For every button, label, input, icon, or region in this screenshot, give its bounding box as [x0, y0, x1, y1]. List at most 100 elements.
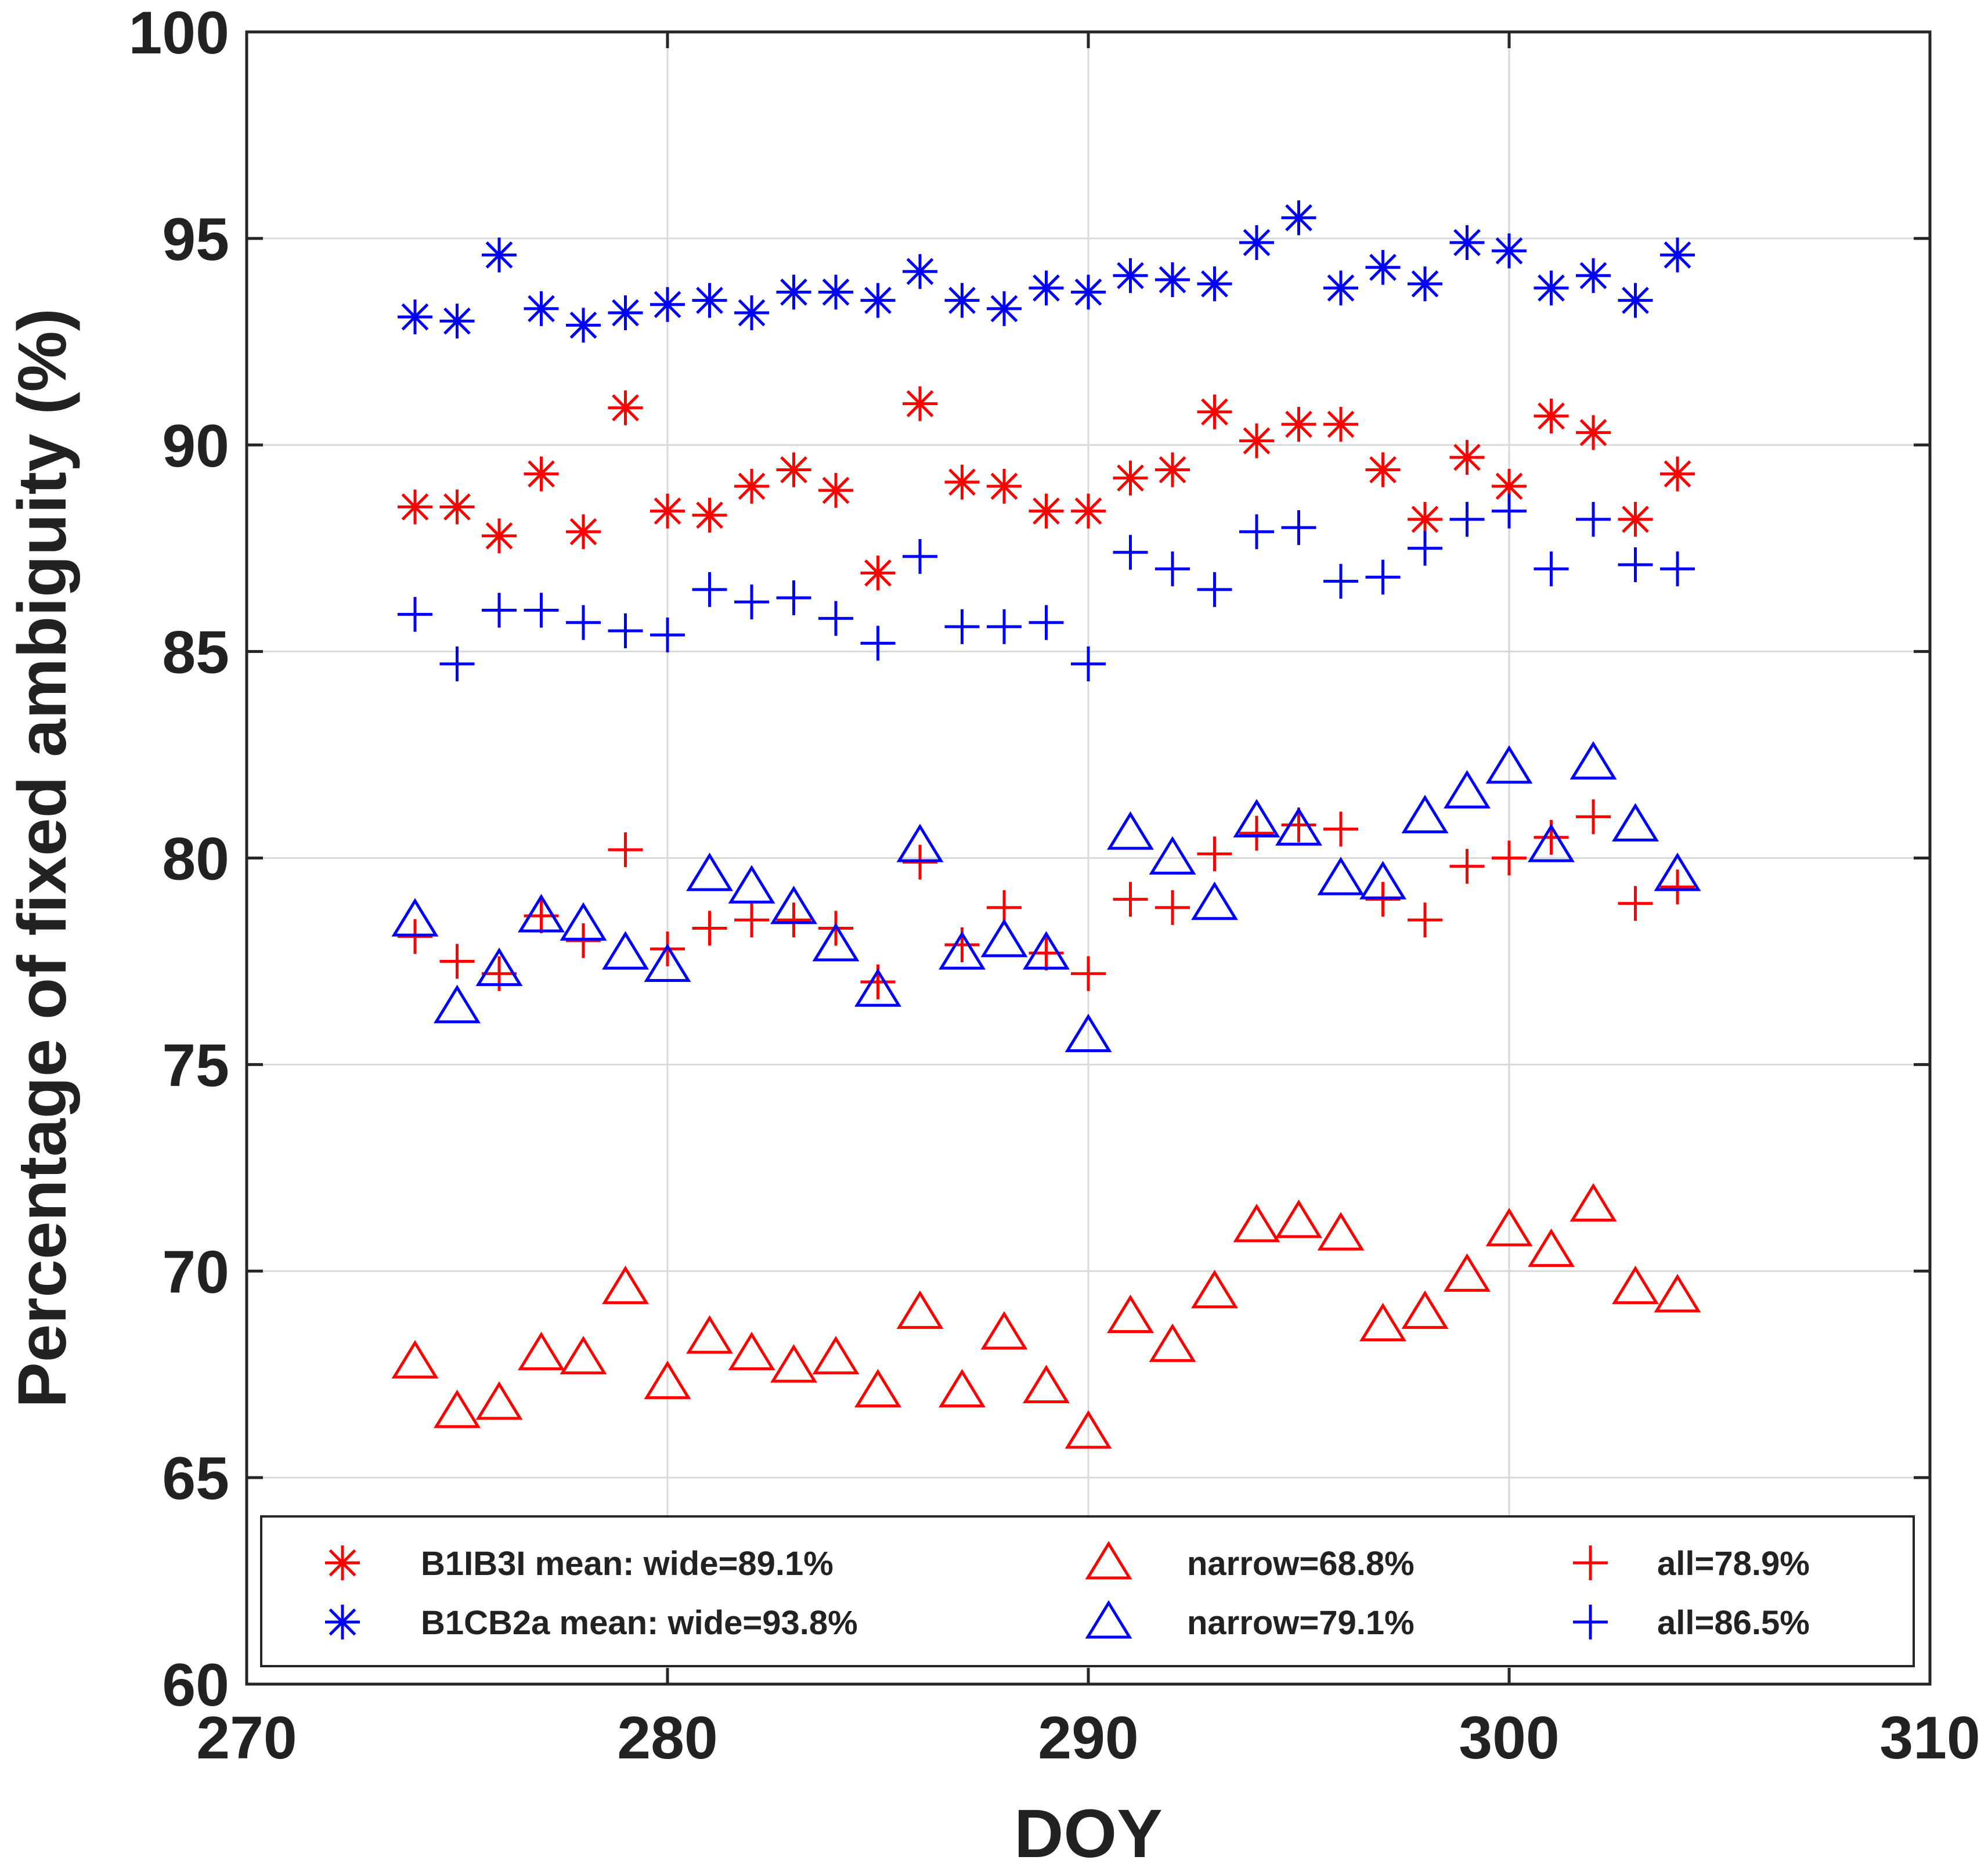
data-point — [650, 287, 685, 322]
data-point — [734, 584, 769, 620]
data-point — [1023, 931, 1070, 970]
data-point — [1612, 1265, 1659, 1305]
data-point — [644, 943, 691, 983]
data-point — [398, 489, 432, 525]
data-point — [1281, 407, 1316, 442]
data-point — [1323, 811, 1358, 847]
data-point — [987, 468, 1022, 504]
data-point — [1317, 1212, 1365, 1251]
data-point — [818, 601, 853, 636]
data-point — [1449, 501, 1485, 537]
data-point — [1155, 262, 1190, 298]
data-point — [1281, 200, 1316, 236]
data-point — [987, 291, 1022, 326]
data-point — [1149, 1323, 1196, 1362]
data-point — [692, 497, 727, 533]
data-point — [1071, 493, 1106, 529]
data-point — [1449, 225, 1485, 260]
data-point — [944, 609, 980, 644]
series-b1cb2a-narrow — [391, 741, 1701, 1053]
data-point — [560, 1335, 607, 1375]
data-point — [1444, 1253, 1491, 1292]
data-point — [1197, 266, 1232, 302]
legend-marker — [325, 1605, 360, 1639]
data-point — [854, 1368, 901, 1408]
data-point — [1323, 407, 1358, 442]
data-point — [566, 514, 601, 550]
y-tick-label: 75 — [162, 1032, 229, 1099]
data-point — [734, 902, 769, 938]
data-point — [608, 390, 643, 425]
series-b1cb2a-all — [398, 493, 1695, 681]
y-tick-label: 80 — [162, 826, 229, 893]
data-point — [1113, 534, 1148, 570]
data-point — [818, 274, 853, 310]
data-point — [439, 489, 475, 525]
legend-entry: B1IB3I mean: wide=89.1% — [421, 1545, 834, 1583]
data-point — [1155, 452, 1190, 487]
data-point — [644, 1360, 691, 1399]
y-tick-label: 70 — [162, 1238, 229, 1306]
data-point — [812, 923, 860, 962]
data-point — [1359, 1302, 1406, 1342]
data-point — [776, 580, 811, 616]
data-point — [1485, 745, 1533, 784]
legend-marker — [1085, 1541, 1132, 1580]
data-point — [776, 274, 811, 310]
data-point — [1317, 857, 1365, 895]
data-point — [1029, 605, 1064, 640]
data-point — [860, 626, 896, 661]
data-point — [1660, 456, 1695, 492]
x-tick-label: 280 — [617, 1704, 718, 1772]
data-point — [1275, 807, 1322, 846]
data-point — [1449, 848, 1485, 884]
data-point — [686, 1315, 733, 1354]
data-point — [1197, 836, 1232, 872]
data-point — [1654, 1274, 1701, 1313]
data-points — [391, 200, 1701, 1449]
data-point — [1449, 440, 1485, 475]
data-point — [1492, 468, 1527, 504]
data-point — [939, 931, 986, 970]
data-point — [686, 853, 733, 891]
data-point — [482, 593, 517, 628]
data-point — [1113, 882, 1148, 917]
data-point — [1570, 1183, 1617, 1222]
data-point — [944, 283, 980, 318]
data-point — [1071, 956, 1106, 991]
data-point — [734, 295, 769, 330]
data-point — [692, 911, 727, 946]
data-point — [939, 1368, 986, 1408]
data-point — [1660, 237, 1695, 273]
y-tick-label: 85 — [162, 619, 229, 687]
data-point — [1113, 258, 1148, 293]
data-point — [1534, 551, 1569, 587]
legend-entry: all=86.5% — [1657, 1604, 1810, 1642]
data-point — [1365, 250, 1401, 285]
legend-marker — [1573, 1545, 1608, 1580]
data-point — [1191, 1270, 1238, 1309]
data-point — [1528, 1228, 1575, 1267]
data-point — [1191, 881, 1238, 920]
legend-marker — [325, 1545, 360, 1580]
data-point — [1029, 493, 1064, 529]
data-point — [860, 283, 896, 318]
data-point — [903, 539, 937, 574]
data-point — [980, 1311, 1028, 1350]
data-point — [434, 1389, 481, 1428]
data-point — [1492, 233, 1527, 269]
data-point — [692, 283, 727, 318]
data-point — [944, 464, 980, 500]
data-point — [602, 1265, 649, 1305]
data-point — [1197, 572, 1232, 607]
data-point — [1654, 853, 1701, 891]
data-point — [1071, 274, 1106, 310]
data-point — [475, 1381, 523, 1420]
data-point — [1323, 564, 1358, 599]
series-b1cb2a-wide — [398, 200, 1695, 343]
data-point — [1576, 258, 1611, 293]
data-point — [1570, 741, 1617, 780]
data-point — [1492, 840, 1527, 876]
x-tick-label: 310 — [1879, 1704, 1980, 1772]
